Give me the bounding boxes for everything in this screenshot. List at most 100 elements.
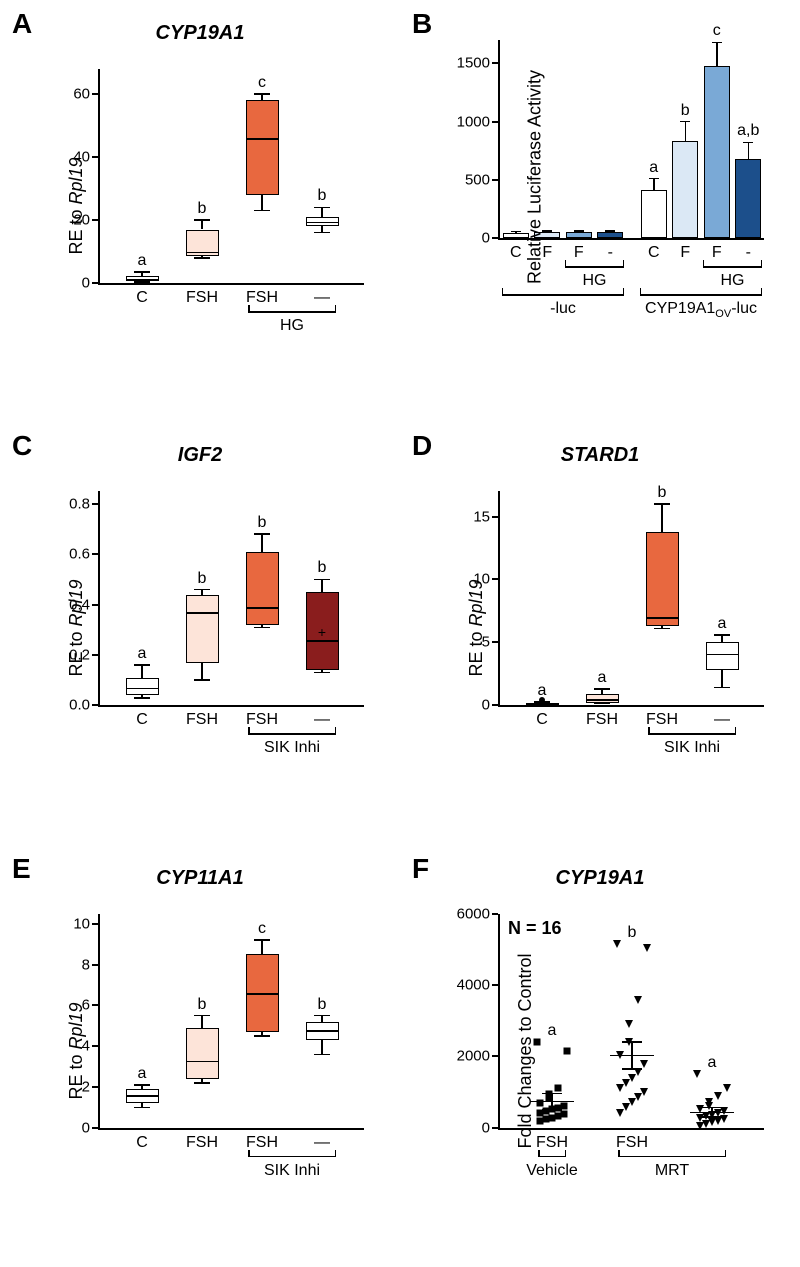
median-line [127, 688, 158, 690]
whisker [661, 504, 663, 532]
error-cap [542, 1093, 562, 1095]
x-tick-label: FSH [186, 289, 218, 307]
sig-letter: a,b [737, 122, 759, 140]
error-cap [542, 1109, 562, 1111]
bar [641, 190, 667, 238]
chart-title: CYP19A1 [18, 22, 382, 45]
data-point [714, 1092, 722, 1100]
whisker-cap [314, 207, 331, 209]
y-tick [492, 516, 498, 518]
error-cap [511, 231, 521, 233]
x-bracket [538, 1156, 566, 1158]
data-point [723, 1084, 731, 1092]
x-bracket-label: Vehicle [526, 1162, 578, 1180]
data-point [561, 1111, 568, 1118]
sig-letter: c [258, 920, 266, 938]
plot-area: 0246810abcbCFSHFSH—SIK Inhi [98, 914, 364, 1130]
x-bracket [618, 1156, 726, 1158]
y-tick-label: 2000 [457, 1048, 490, 1065]
median-line [707, 654, 738, 656]
error-cap [605, 230, 615, 232]
plot-area: 0200040006000N = 16abaFSHFSHVehicleMRT [498, 914, 764, 1130]
x-bracket-label: HG [280, 317, 304, 335]
whisker [261, 534, 263, 552]
x-bracket [703, 266, 763, 268]
whisker-cap [714, 687, 731, 689]
sig-letter: a [138, 1065, 147, 1083]
whisker-cap [314, 232, 331, 234]
x-tick-label: - [746, 244, 751, 262]
chart-title: CYP19A1 [418, 867, 782, 890]
whisker [261, 940, 263, 954]
box [186, 595, 219, 663]
sig-letter: b [318, 559, 327, 577]
y-axis-label: Relative Luciferase Activity [525, 70, 546, 284]
error-bar [748, 142, 750, 158]
x-tick-label: FSH [536, 1134, 568, 1152]
whisker-cap [134, 697, 151, 699]
error-cap [743, 142, 753, 144]
plot: 0204060abcbCFSHFSH—HGRE to Rpl19 [18, 51, 382, 361]
x-tick-label: FSH [616, 1134, 648, 1152]
outlier-point [539, 697, 545, 703]
chart-title: CYP11A1 [18, 867, 382, 890]
x-tick-label: F [680, 244, 690, 262]
box [586, 694, 619, 703]
mean-marker: + [318, 624, 326, 640]
y-tick-label: 0.0 [69, 697, 90, 714]
panel-label: D [412, 430, 432, 462]
data-point [555, 1085, 562, 1092]
whisker [721, 670, 723, 688]
sig-letter: a [649, 159, 658, 177]
data-point [705, 1098, 713, 1106]
y-tick [492, 641, 498, 643]
y-tick [492, 179, 498, 181]
whisker-cap [134, 1084, 151, 1086]
error-cap [680, 121, 690, 123]
error-cap [622, 1068, 642, 1070]
whisker-cap [254, 627, 271, 629]
x-tick-label: F [712, 244, 722, 262]
y-tick [492, 1055, 498, 1057]
whisker [321, 1040, 323, 1054]
y-tick-label: 0 [482, 230, 490, 247]
whisker-cap [594, 688, 611, 690]
median-line [247, 607, 278, 609]
data-point [643, 944, 651, 952]
figure-grid: ACYP19A10204060abcbCFSHFSH—HGRE to Rpl19… [0, 0, 800, 1267]
panel-C: CIGF20.00.20.40.60.8abbb+CFSHFSH—SIK Inh… [0, 422, 400, 844]
data-point [634, 996, 642, 1004]
y-tick [92, 1086, 98, 1088]
error-bar [551, 1093, 553, 1109]
y-axis-label: RE to Rpl19 [466, 580, 487, 677]
y-tick [92, 282, 98, 284]
chart-title: IGF2 [18, 444, 382, 467]
whisker [321, 207, 323, 216]
whisker-cap [194, 1015, 211, 1017]
x-tick-label: FSH [246, 289, 278, 307]
whisker [721, 635, 723, 643]
x-tick-label: — [714, 711, 730, 729]
y-tick [492, 913, 498, 915]
whisker-cap [714, 634, 731, 636]
median-line [187, 252, 218, 254]
y-tick [92, 923, 98, 925]
n-label: N = 16 [508, 918, 562, 939]
y-tick-label: 4000 [457, 976, 490, 993]
y-tick-label: 0 [82, 275, 90, 292]
x-tick-label: FSH [186, 1134, 218, 1152]
y-tick-label: 0.8 [69, 495, 90, 512]
whisker-cap [654, 503, 671, 505]
median-line [307, 640, 338, 642]
median-line [127, 279, 158, 281]
x-bracket [648, 733, 736, 735]
plot: 0200040006000N = 16abaFSHFSHVehicleMRTFo… [418, 896, 782, 1206]
y-tick [492, 121, 498, 123]
sig-letter: a [718, 615, 727, 633]
error-cap [712, 42, 722, 44]
sig-letter: b [318, 187, 327, 205]
plot: 0246810abcbCFSHFSH—SIK InhiRE to Rpl19 [18, 896, 382, 1206]
data-point [564, 1047, 571, 1054]
whisker-cap [194, 589, 211, 591]
whisker-cap [314, 1015, 331, 1017]
